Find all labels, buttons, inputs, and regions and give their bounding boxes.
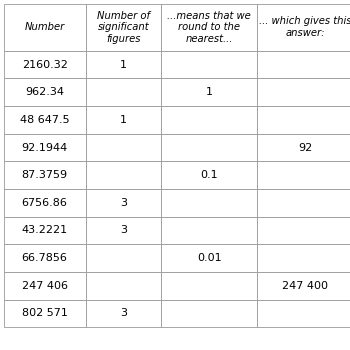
- Bar: [4, 300, 86, 327]
- Text: 6756.86: 6756.86: [22, 198, 68, 208]
- Bar: [161, 217, 257, 244]
- Bar: [161, 244, 257, 272]
- Bar: [86, 51, 161, 78]
- Bar: [86, 189, 161, 217]
- Bar: [86, 217, 161, 244]
- Bar: [86, 161, 161, 189]
- Text: 92: 92: [298, 142, 313, 153]
- Bar: [4, 161, 86, 189]
- Bar: [257, 4, 350, 51]
- Bar: [4, 189, 86, 217]
- Bar: [257, 106, 350, 134]
- Bar: [161, 106, 257, 134]
- Text: 1: 1: [120, 60, 127, 70]
- Bar: [257, 217, 350, 244]
- Text: 87.3759: 87.3759: [22, 170, 68, 180]
- Bar: [4, 272, 86, 300]
- Bar: [4, 217, 86, 244]
- Bar: [161, 272, 257, 300]
- Bar: [257, 300, 350, 327]
- Bar: [161, 300, 257, 327]
- Text: Number of
significant
figures: Number of significant figures: [97, 10, 150, 44]
- Bar: [161, 134, 257, 161]
- Text: 3: 3: [120, 198, 127, 208]
- Text: 66.7856: 66.7856: [22, 253, 68, 263]
- Bar: [4, 134, 86, 161]
- Bar: [86, 106, 161, 134]
- Bar: [257, 51, 350, 78]
- Bar: [86, 272, 161, 300]
- Text: 247 406: 247 406: [22, 281, 68, 291]
- Bar: [4, 106, 86, 134]
- Text: 247 400: 247 400: [282, 281, 328, 291]
- Bar: [161, 4, 257, 51]
- Bar: [86, 244, 161, 272]
- Text: 1: 1: [120, 115, 127, 125]
- Bar: [161, 161, 257, 189]
- Text: 0.1: 0.1: [200, 170, 218, 180]
- Bar: [161, 51, 257, 78]
- Text: 48 647.5: 48 647.5: [20, 115, 69, 125]
- Bar: [257, 272, 350, 300]
- Text: 3: 3: [120, 225, 127, 236]
- Bar: [257, 161, 350, 189]
- Text: 43.2221: 43.2221: [22, 225, 68, 236]
- Text: 1: 1: [205, 87, 212, 97]
- Text: ... which gives this
answer:: ... which gives this answer:: [259, 16, 350, 38]
- Text: ...means that we
round to the
nearest...: ...means that we round to the nearest...: [167, 10, 251, 44]
- Bar: [86, 78, 161, 106]
- Text: 802 571: 802 571: [22, 308, 68, 319]
- Bar: [86, 300, 161, 327]
- Bar: [257, 244, 350, 272]
- Bar: [86, 134, 161, 161]
- Bar: [4, 78, 86, 106]
- Text: Number: Number: [25, 22, 65, 32]
- Bar: [4, 4, 86, 51]
- Text: 3: 3: [120, 308, 127, 319]
- Text: 2160.32: 2160.32: [22, 60, 68, 70]
- Bar: [161, 189, 257, 217]
- Bar: [4, 51, 86, 78]
- Text: 962.34: 962.34: [25, 87, 64, 97]
- Bar: [257, 78, 350, 106]
- Text: 92.1944: 92.1944: [21, 142, 68, 153]
- Text: 0.01: 0.01: [197, 253, 222, 263]
- Bar: [257, 189, 350, 217]
- Bar: [257, 134, 350, 161]
- Bar: [4, 244, 86, 272]
- Bar: [161, 78, 257, 106]
- Bar: [86, 4, 161, 51]
